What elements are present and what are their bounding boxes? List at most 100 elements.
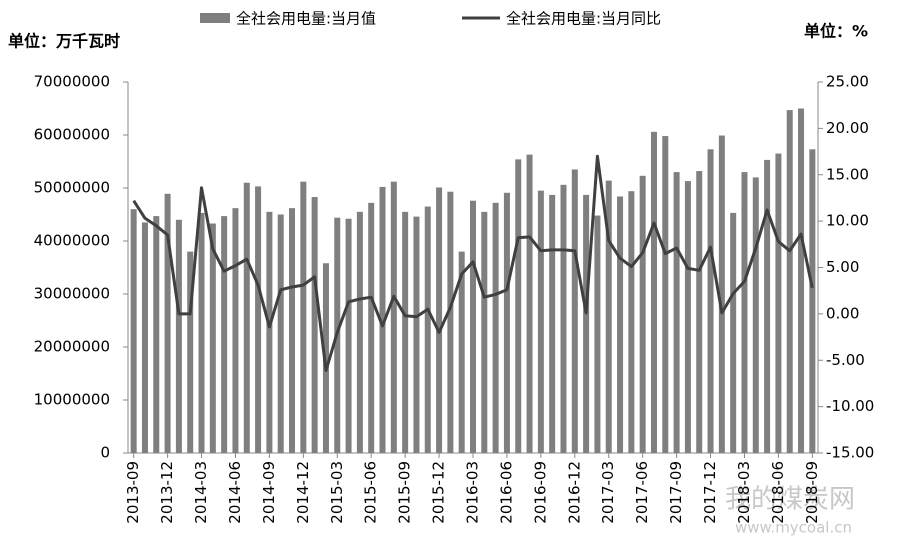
- x-tick-label: 2016-09: [531, 461, 549, 524]
- y2-tick-label: 10.00: [826, 212, 869, 230]
- bar: [605, 180, 612, 453]
- y-tick-label: 10000000: [34, 391, 110, 409]
- x-tick-label: 2016-12: [565, 461, 583, 524]
- bar: [628, 191, 635, 453]
- y2-tick-label: -15.00: [826, 444, 874, 462]
- y-tick-label: 40000000: [34, 232, 110, 250]
- bar: [809, 149, 816, 453]
- y2-tick-label: 0.00: [826, 304, 859, 322]
- x-tick-label: 2013-12: [158, 461, 176, 524]
- bar: [289, 208, 296, 453]
- x-tick-label: 2018-06: [769, 461, 787, 524]
- bar: [673, 172, 680, 453]
- y2-tick-label: -5.00: [826, 351, 865, 369]
- bar: [684, 181, 691, 454]
- bar: [583, 194, 590, 453]
- bar: [436, 187, 443, 453]
- bar: [153, 216, 160, 453]
- legend-swatch: [200, 13, 230, 23]
- x-tick-label: 2014-12: [294, 461, 312, 524]
- bar: [356, 211, 363, 453]
- y-unit: 单位：万千瓦时: [8, 32, 120, 51]
- x-tick-label: 2016-03: [464, 461, 482, 524]
- bar: [775, 153, 782, 454]
- y-tick-label: 0: [100, 444, 110, 462]
- y-tick-label: 20000000: [34, 338, 110, 356]
- bar: [243, 182, 250, 453]
- x-tick-label: 2017-09: [667, 461, 685, 524]
- bar: [221, 216, 228, 453]
- x-tick-label: 2015-03: [328, 461, 346, 524]
- watermark: www.mycoal.cn: [735, 519, 852, 537]
- bar: [390, 181, 397, 453]
- y-tick-label: 70000000: [34, 73, 110, 91]
- bar: [537, 190, 544, 453]
- bar: [639, 175, 646, 453]
- bar: [141, 222, 148, 453]
- bar: [560, 184, 567, 453]
- bar: [198, 212, 205, 453]
- bar: [311, 197, 318, 453]
- x-tick-label: 2014-06: [226, 461, 244, 524]
- bar: [617, 196, 624, 454]
- bar: [379, 186, 386, 453]
- bar: [718, 135, 725, 453]
- y2-unit: 单位：%: [804, 22, 868, 41]
- y2-tick-label: 15.00: [826, 165, 869, 183]
- legend-label: 全社会用电量:当月同比: [506, 10, 661, 28]
- bar: [786, 110, 793, 453]
- x-tick-label: 2015-12: [430, 461, 448, 524]
- bar: [255, 186, 262, 453]
- x-tick-label: 2018-09: [803, 461, 821, 524]
- bar: [492, 202, 499, 453]
- bar: [650, 131, 657, 453]
- bar: [175, 219, 182, 453]
- bar: [662, 136, 669, 453]
- bar: [741, 172, 748, 453]
- y2-tick-label: 20.00: [826, 119, 869, 137]
- bar: [594, 215, 601, 453]
- y-tick-label: 50000000: [34, 179, 110, 197]
- bar: [413, 216, 420, 453]
- bar: [458, 251, 465, 453]
- legend-label: 全社会用电量:当月值: [236, 10, 376, 28]
- bar: [345, 218, 352, 453]
- bar: [503, 192, 510, 453]
- bar: [164, 193, 171, 453]
- bar: [549, 194, 556, 453]
- bar: [515, 159, 522, 453]
- x-tick-label: 2013-09: [124, 461, 142, 524]
- x-tick-label: 2015-09: [396, 461, 414, 524]
- bar: [571, 169, 578, 453]
- bar: [730, 212, 737, 453]
- watermark: 我的煤炭网: [725, 485, 855, 515]
- bar: [209, 223, 216, 453]
- x-tick-label: 2017-03: [599, 461, 617, 524]
- bar: [707, 149, 714, 453]
- bar: [696, 171, 703, 454]
- bar: [526, 154, 533, 454]
- y2-tick-label: -10.00: [826, 397, 874, 415]
- bar: [266, 211, 273, 453]
- bar: [130, 209, 137, 453]
- y2-tick-label: 5.00: [826, 258, 859, 276]
- bar: [232, 208, 239, 453]
- bar: [300, 181, 307, 453]
- line: [132, 154, 814, 372]
- x-tick-label: 2017-06: [633, 461, 651, 524]
- bar: [368, 202, 375, 453]
- y2-tick-label: 25.00: [826, 73, 869, 91]
- x-tick-label: 2014-03: [192, 461, 210, 524]
- bar: [481, 211, 488, 453]
- x-tick-label: 2015-06: [362, 461, 380, 524]
- x-tick-label: 2017-12: [701, 461, 719, 524]
- bar: [752, 177, 759, 453]
- bar: [277, 214, 284, 453]
- bar: [402, 211, 409, 453]
- bar: [424, 206, 431, 453]
- y-tick-label: 30000000: [34, 285, 110, 303]
- bar: [764, 159, 771, 453]
- bar: [470, 200, 476, 453]
- x-tick-label: 2014-09: [260, 461, 278, 524]
